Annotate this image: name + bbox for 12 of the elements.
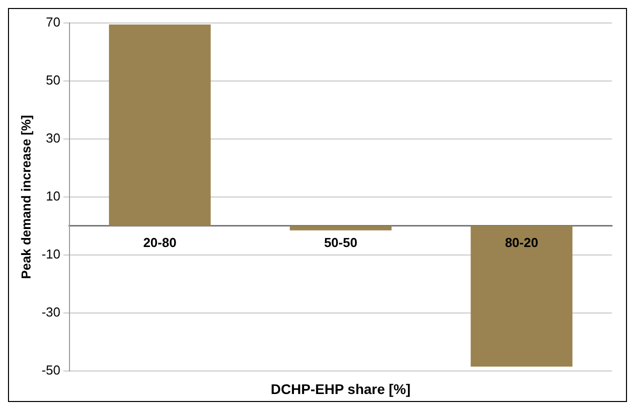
y-tick-label: -30 (42, 304, 60, 320)
x-tick-label: 80-20 (504, 235, 538, 250)
y-tick-label: 50 (46, 72, 60, 88)
y-tick-label: -50 (42, 362, 60, 378)
x-tick-label: 20-80 (143, 235, 176, 250)
y-tick-label: 10 (46, 188, 60, 204)
x-tick-label: 50-50 (324, 235, 358, 250)
y-axis-title: Peak demand increase [%] (18, 114, 34, 280)
y-tick-label: 70 (46, 14, 60, 30)
x-axis-title: DCHP-EHP share [%] (270, 380, 411, 397)
y-tick-label: 30 (46, 130, 60, 146)
y-tick-label: -10 (42, 246, 60, 262)
